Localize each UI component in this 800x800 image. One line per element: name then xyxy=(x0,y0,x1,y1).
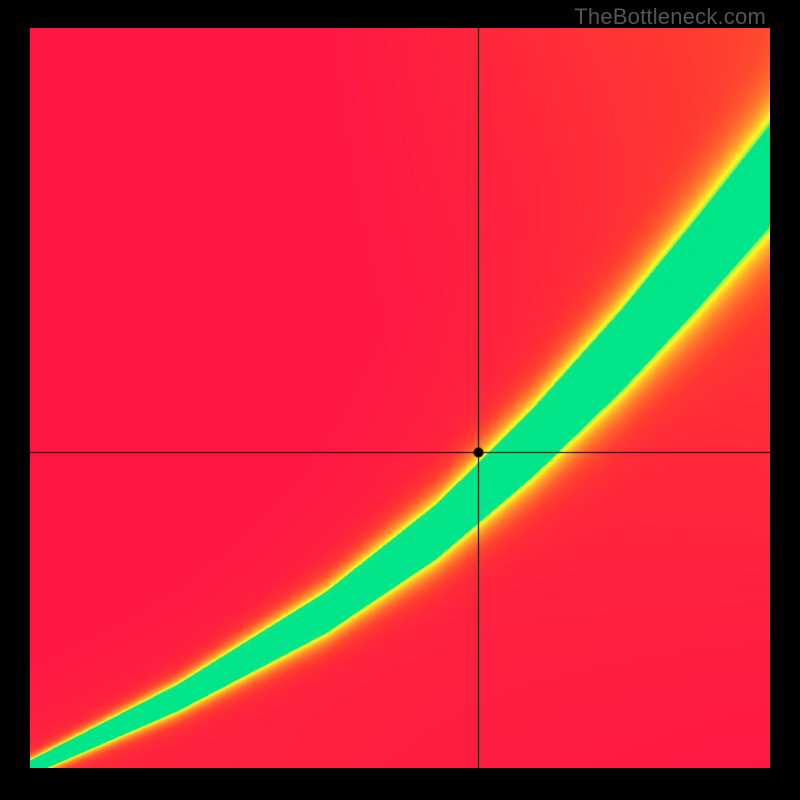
watermark-text: TheBottleneck.com xyxy=(574,4,766,30)
bottleneck-heatmap xyxy=(30,28,770,768)
chart-container: TheBottleneck.com xyxy=(0,0,800,800)
